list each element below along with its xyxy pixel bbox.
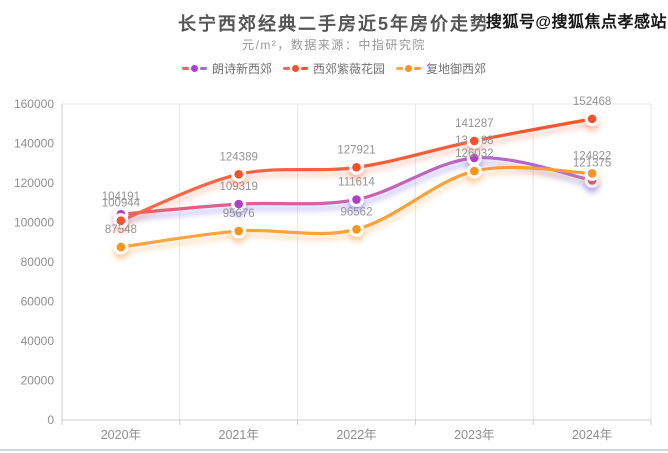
x-tick-label: 2023年 [454,428,494,442]
data-point[interactable] [352,195,361,204]
data-label: 124389 [220,151,258,163]
data-point[interactable] [234,199,243,209]
data-point[interactable] [587,114,597,124]
data-point[interactable] [470,136,479,146]
legend: 朗诗新西郊 西郊紫薇花园 复地御西郊 [0,60,668,77]
x-tick-label: 2021年 [219,428,259,442]
y-tick-label: 0 [47,413,54,427]
y-tick-label: 20000 [21,374,55,388]
data-label: 141287 [455,118,493,130]
y-tick-label: 120000 [14,176,54,190]
x-tick-label: 2022年 [336,428,376,442]
data-point[interactable] [234,226,243,236]
data-label: 152468 [573,96,611,108]
data-label: 127921 [337,144,375,156]
y-tick-label: 40000 [21,334,55,348]
x-tick-label: 2020年 [101,428,141,442]
data-point[interactable] [352,163,361,172]
legend-item-0[interactable]: 朗诗新西郊 [181,60,272,77]
chart-subtitle: 元/m²，数据来源：中指研究院 [242,38,426,52]
data-label: 109319 [220,181,258,193]
data-label: 121375 [573,157,611,169]
legend-item-1[interactable]: 西郊紫薇花园 [282,60,385,77]
chart-title: 长宁西郊经典二手房近5年房价走势 [177,14,490,34]
data-point[interactable] [470,166,479,176]
legend-item-2[interactable]: 复地御西郊 [396,60,486,77]
data-label: 124822 [573,150,611,162]
bottom-divider [0,449,668,451]
y-tick-label: 80000 [21,255,55,269]
x-tick-label: 2024年 [572,428,612,442]
data-point[interactable] [352,224,361,234]
data-label: 100944 [102,198,141,210]
y-tick-label: 160000 [14,97,54,111]
legend-label: 朗诗新西郊 [211,62,272,76]
data-label: 95676 [223,208,255,220]
legend-label: 西郊紫薇花园 [312,62,385,76]
watermark-text: 搜狐号@搜狐焦点孝感站 [485,14,667,31]
data-point[interactable] [587,169,597,178]
data-point[interactable] [234,170,243,179]
data-label: 96562 [341,206,373,218]
legend-line-dot-icon [396,65,421,72]
y-tick-label: 100000 [14,216,54,230]
data-label: 126032 [455,148,493,160]
data-label: 87548 [105,224,137,236]
data-point[interactable] [116,242,126,252]
data-label: 111614 [338,177,375,189]
y-tick-label: 60000 [21,295,55,309]
data-point[interactable] [470,153,479,163]
data-point[interactable] [116,216,126,225]
legend-line-dot-icon [282,65,308,72]
legend-label: 复地御西郊 [426,62,487,76]
data-label: 104191 [102,191,140,203]
y-tick-label: 140000 [14,137,54,151]
legend-line-dot-icon [181,65,207,72]
